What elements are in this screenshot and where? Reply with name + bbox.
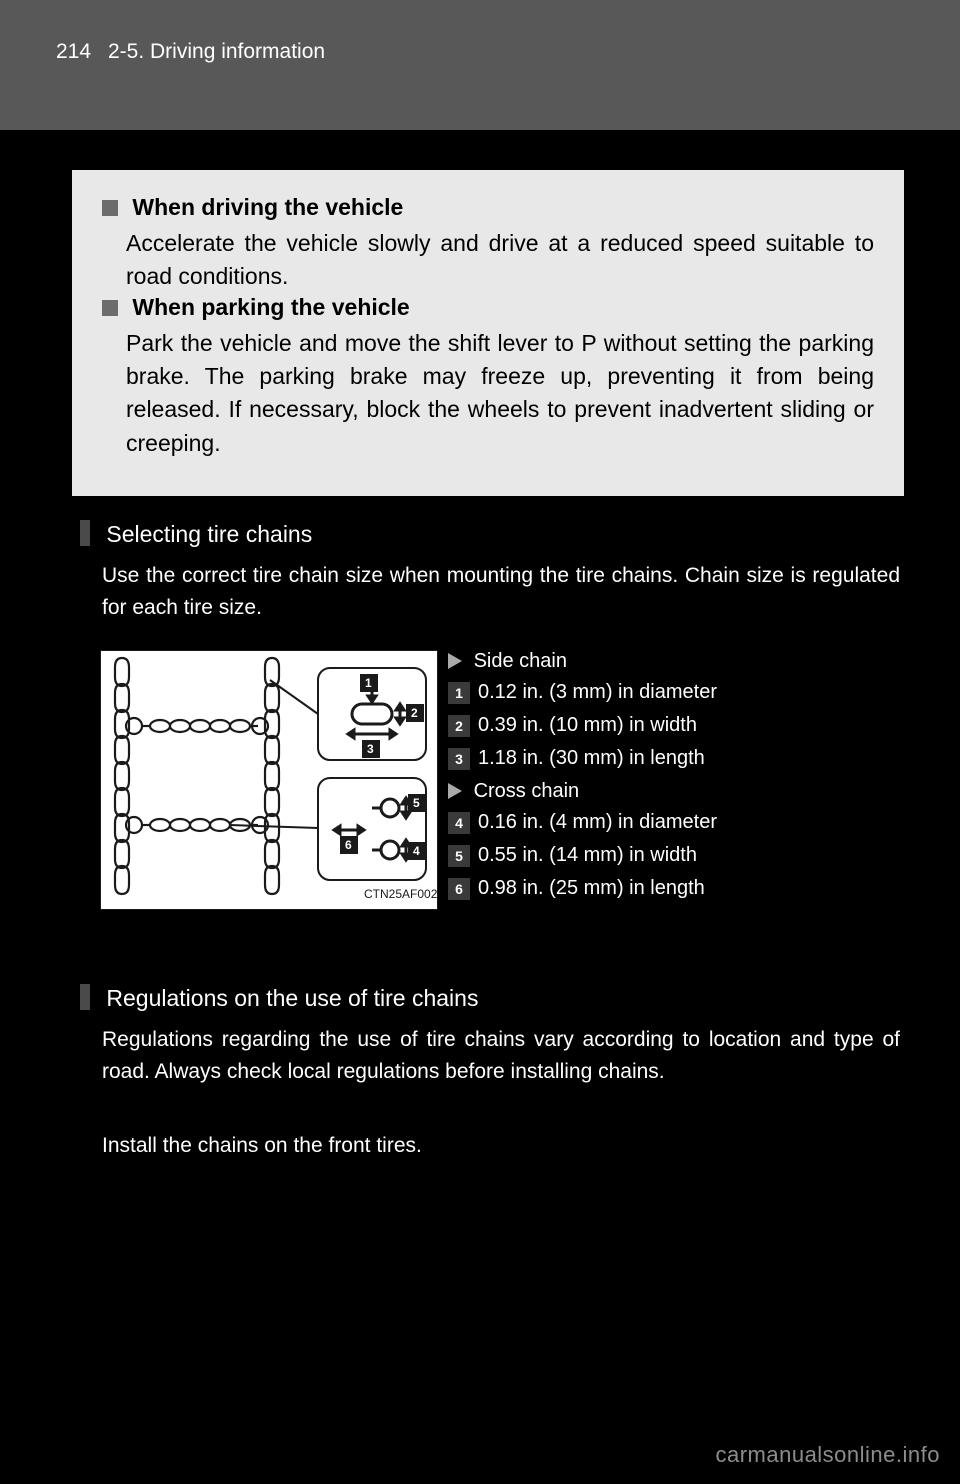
page-number: 214 [56, 40, 91, 64]
group-title: Side chain [474, 650, 567, 672]
svg-text:3: 3 [367, 742, 374, 756]
svg-text:2: 2 [411, 706, 418, 720]
spec-text: 0.12 in. (3 mm) in diameter [478, 681, 717, 704]
spec-text: 0.39 in. (10 mm) in width [478, 714, 697, 737]
tip-body: Accelerate the vehicle slowly and drive … [126, 227, 874, 294]
triangle-icon [448, 783, 462, 799]
square-bullet-icon [102, 300, 118, 316]
heading-bar-icon [80, 520, 90, 546]
square-bullet-icon [102, 200, 118, 216]
watermark: carmanualsonline.info [715, 1442, 940, 1468]
regulations-p2: Install the chains on the front tires. [102, 1130, 900, 1162]
triangle-icon [448, 653, 462, 669]
callout-num-icon: 2 [448, 715, 470, 737]
diagram-code: CTN25AF002 [364, 887, 438, 901]
chain-diagram: 1 2 3 5 4 6 CTN25AF002 [100, 650, 438, 910]
tip-heading: When parking the vehicle [102, 294, 874, 321]
svg-text:4: 4 [413, 844, 420, 858]
spec-row: 2 0.39 in. (10 mm) in width [448, 714, 904, 737]
heading-bar-icon [80, 984, 90, 1010]
tip-body: Park the vehicle and move the shift leve… [126, 327, 874, 460]
spec-text: 1.18 in. (30 mm) in length [478, 747, 705, 770]
spec-row: 1 0.12 in. (3 mm) in diameter [448, 681, 904, 704]
callout-num-icon: 3 [448, 748, 470, 770]
spec-group-label: Side chain [448, 650, 904, 673]
chains-intro: Use the correct tire chain size when mou… [102, 560, 900, 623]
tip-title: When driving the vehicle [132, 194, 403, 220]
spec-text: 0.98 in. (25 mm) in length [478, 877, 705, 900]
svg-text:1: 1 [365, 676, 372, 690]
section-heading-regulations: Regulations on the use of tire chains [80, 984, 478, 1012]
spec-row: 4 0.16 in. (4 mm) in diameter [448, 811, 904, 834]
tips-box: When driving the vehicle Accelerate the … [72, 170, 904, 496]
callout-num-icon: 6 [448, 878, 470, 900]
callout-num-icon: 1 [448, 682, 470, 704]
spec-row: 6 0.98 in. (25 mm) in length [448, 877, 904, 900]
callout-num-icon: 4 [448, 812, 470, 834]
chain-spec-area: Side chain 1 0.12 in. (3 mm) in diameter… [448, 650, 904, 910]
svg-text:5: 5 [413, 796, 420, 810]
spec-text: 0.16 in. (4 mm) in diameter [478, 811, 717, 834]
callout-num-icon: 5 [448, 845, 470, 867]
tip-heading: When driving the vehicle [102, 194, 874, 221]
heading-text: Regulations on the use of tire chains [106, 985, 478, 1011]
spec-row: 3 1.18 in. (30 mm) in length [448, 747, 904, 770]
regulations-p1: Regulations regarding the use of tire ch… [102, 1024, 900, 1087]
tip-item: When parking the vehicle Park the vehicl… [102, 294, 874, 460]
spec-text: 0.55 in. (14 mm) in width [478, 844, 697, 867]
spec-row: 5 0.55 in. (14 mm) in width [448, 844, 904, 867]
spec-group-label: Cross chain [448, 780, 904, 803]
tip-item: When driving the vehicle Accelerate the … [102, 194, 874, 294]
header-band [0, 0, 960, 130]
tip-title: When parking the vehicle [132, 294, 409, 320]
svg-text:6: 6 [345, 838, 352, 852]
heading-text: Selecting tire chains [106, 521, 312, 547]
group-title: Cross chain [474, 780, 580, 802]
section-label: 2-5. Driving information [108, 40, 325, 64]
section-heading-chains: Selecting tire chains [80, 520, 312, 548]
